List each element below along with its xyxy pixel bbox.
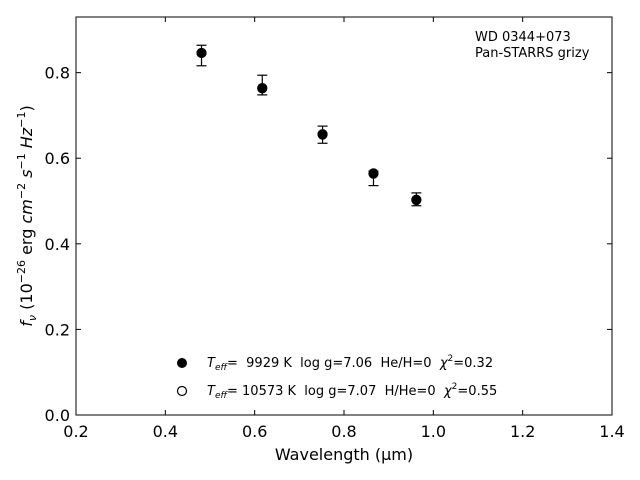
model-point-filled [411,195,422,206]
legend-marker-open [176,385,188,397]
annotation-star-name: WD 0344+073 [475,30,571,45]
y-tick-label: 0.6 [45,149,70,168]
model-point-filled [257,83,268,94]
x-axis: 0.2 0.4 0.6 0.8 1.0 1.2 1.4 [63,17,625,441]
legend-entry-open: Teff= 10573 K log g=7.07 H/He=0 χ2=0.55 [207,382,497,401]
x-tick-label: 0.4 [153,422,178,441]
x-tick-label: 0.2 [63,422,88,441]
x-tick-label: 0.6 [242,422,267,441]
y-tick-label: 0.2 [45,320,70,339]
data-marks [196,44,422,207]
x-tick-label: 0.8 [331,422,356,441]
model-point-filled [317,129,328,140]
annotation-survey: Pan-STARRS grizy [475,46,590,61]
y-tick-label: 0.0 [45,406,70,425]
legend-entry-filled: Teff= 9929 K log g=7.06 He/H=0 χ2=0.32 [207,354,493,373]
x-tick-label: 1.4 [599,422,624,441]
legend: Teff= 9929 K log g=7.06 He/H=0 χ2=0.32 T… [176,354,497,401]
legend-marker-filled [177,358,187,368]
y-axis-label: fν (10−26 erg cm−2 s−1 Hz−1) [15,105,39,326]
x-tick-label: 1.0 [421,422,446,441]
y-tick-label: 0.8 [45,64,70,83]
model-point-filled [368,168,379,179]
y-tick-label: 0.4 [45,235,70,254]
y-axis: 0.0 0.2 0.4 0.6 0.8 [45,64,612,425]
x-axis-label: Wavelength (μm) [275,445,413,464]
model-point-filled [196,47,207,58]
x-tick-label: 1.2 [510,422,535,441]
